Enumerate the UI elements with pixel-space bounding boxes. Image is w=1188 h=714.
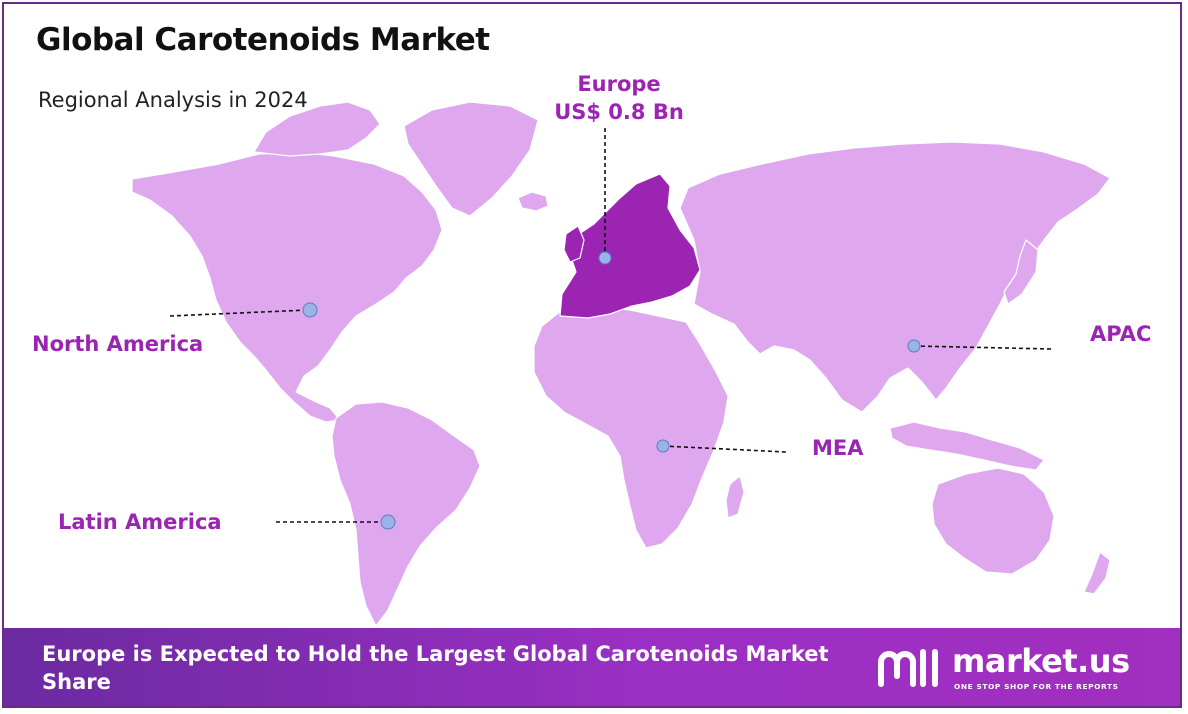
australia-landmass: [931, 467, 1055, 575]
europe-label: Europe US$ 0.8 Bn: [549, 70, 689, 126]
footer-headline: Europe is Expected to Hold the Largest G…: [42, 642, 829, 694]
brand-block: market.us ONE STOP SHOP FOR THE REPORTS: [876, 642, 1146, 698]
arctic-islands-landmass: [253, 101, 381, 157]
apac-label: APAC: [1090, 322, 1152, 346]
latin-america-label: Latin America: [58, 510, 222, 534]
apac-marker: [907, 339, 921, 353]
world-map: [131, 101, 1111, 627]
north-america-marker: [302, 302, 318, 318]
europe-name: Europe: [577, 72, 661, 96]
brand-tagline: ONE STOP SHOP FOR THE REPORTS: [954, 682, 1119, 691]
madagascar-landmass: [725, 475, 745, 519]
latin-america-marker: [380, 514, 396, 530]
market-us-logo-icon: [878, 649, 938, 687]
page-subtitle: Regional Analysis in 2024: [38, 88, 308, 112]
mea-label: MEA: [812, 436, 864, 460]
mea-leader-line: [662, 445, 787, 453]
europe-marker: [598, 251, 612, 265]
new-zealand-landmass: [1083, 551, 1111, 595]
southeast-asia-islands-landmass: [889, 421, 1045, 471]
north-america-leader-line: [169, 309, 309, 317]
africa-landmass: [533, 305, 729, 549]
north-america-label: North America: [32, 332, 204, 356]
brand-name: market.us: [952, 642, 1130, 680]
mea-marker: [656, 439, 670, 453]
iceland-landmass: [517, 191, 549, 212]
south-america-landmass: [331, 401, 481, 627]
japan-landmass: [1003, 239, 1039, 305]
apac-leader-line: [913, 345, 1053, 350]
region-leaders: [169, 128, 1053, 530]
europe-value: US$ 0.8 Bn: [554, 100, 684, 124]
footer-banner: Europe is Expected to Hold the Largest G…: [4, 628, 1180, 706]
page-title: Global Carotenoids Market: [36, 22, 490, 58]
british-isles-landmass: [563, 225, 585, 263]
north-america-landmass: [131, 151, 443, 423]
greenland-landmass: [403, 101, 539, 217]
